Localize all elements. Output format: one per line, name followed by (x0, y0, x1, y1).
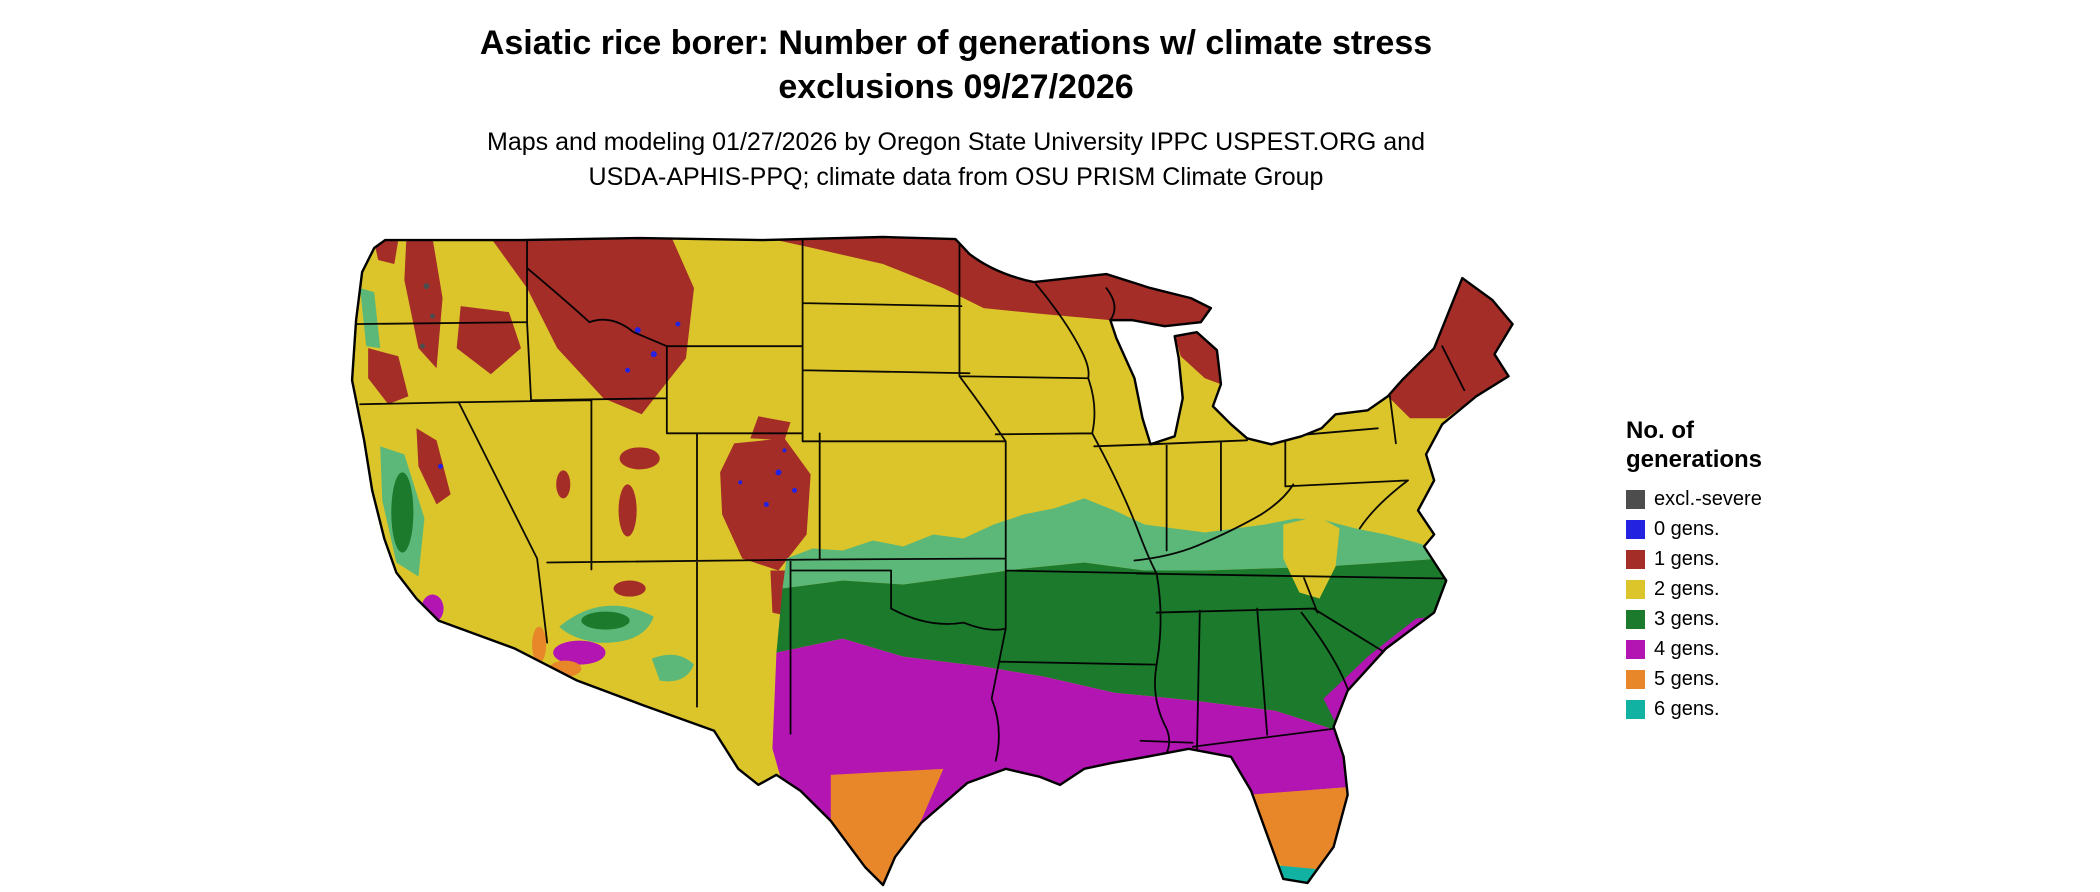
legend-label: 5 gens. (1654, 667, 1720, 690)
legend-swatch-2-gens (1626, 579, 1645, 599)
region-5gens-colorado-river (532, 626, 547, 663)
region-2gens-appalachian-tongue (1283, 516, 1340, 599)
legend-item: 2 gens. (1626, 578, 1762, 601)
legend-label: 1 gens. (1654, 547, 1720, 570)
page-title-line2: exclusions 09/27/2026 (778, 67, 1134, 106)
region-0gens-specks (438, 321, 798, 507)
legend-item: 4 gens. (1626, 638, 1762, 661)
legend-label: 2 gens. (1654, 577, 1720, 600)
blue-speck (634, 327, 641, 334)
us-generations-map (350, 235, 1514, 890)
region-6gens-keys-2 (1291, 886, 1296, 890)
map-container (340, 228, 1588, 890)
legend-swatch-6-gens (1626, 699, 1645, 719)
region-4gens-atlantic-fringe (1323, 616, 1433, 723)
legend-item: 6 gens. (1626, 698, 1762, 721)
blue-speck (775, 469, 782, 476)
region-1gens-north-lakes (762, 237, 1221, 385)
legend-title-line2: generations (1626, 446, 1763, 474)
blue-speck (625, 367, 631, 373)
page-subtitle: Maps and modeling 01/27/2026 by Oregon S… (0, 125, 1912, 195)
region-3gens-south-band (776, 558, 1451, 731)
legend-swatch-4-gens (1626, 639, 1645, 659)
legend-title: No. of generations (1626, 416, 1762, 475)
legend-label: 3 gens. (1654, 607, 1720, 630)
region-6gens-keys-1 (1266, 884, 1272, 885)
legend-item: 1 gens. (1626, 548, 1762, 571)
blue-speck (738, 480, 743, 485)
region-1gens-west (368, 238, 694, 505)
legend: No. of generations excl.-severe 0 gens. … (1626, 416, 1762, 728)
page-subtitle-line1: Maps and modeling 01/27/2026 by Oregon S… (487, 128, 1425, 157)
region-5gens-central-florida (1247, 786, 1352, 883)
legend-item: 0 gens. (1626, 518, 1762, 541)
region-1gens-wasatch (618, 484, 637, 537)
legend-label: 4 gens. (1654, 637, 1720, 660)
region-4gens-south-arizona (553, 640, 606, 665)
legend-title-line1: No. of (1626, 417, 1694, 444)
legend-swatch-3-gens (1626, 609, 1645, 629)
legend-item: 3 gens. (1626, 608, 1762, 631)
header: Asiatic rice borer: Number of generation… (0, 22, 1912, 195)
region-1gens-basin-blobs (556, 447, 660, 597)
gray-speck (423, 283, 430, 290)
region-1gens-uintas (619, 447, 660, 470)
legend-swatch-excl-severe (1626, 489, 1645, 509)
region-3gens-arizona-rim (581, 611, 630, 630)
gray-speck (430, 313, 436, 319)
region-1gens-new-england (1387, 278, 1513, 419)
legend-item: excl.-severe (1626, 488, 1762, 511)
region-1gens-north-arizona (613, 580, 646, 597)
page-title: Asiatic rice borer: Number of generation… (0, 22, 1912, 109)
legend-swatch-0-gens (1626, 519, 1645, 539)
page-subtitle-line2: USDA-APHIS-PPQ; climate data from OSU PR… (588, 163, 1324, 192)
us-outline (350, 235, 1514, 887)
region-3gens-central-valley (391, 472, 414, 553)
gray-speck (419, 343, 425, 349)
blue-speck (792, 487, 798, 493)
state-borders (352, 237, 1466, 762)
legend-swatch-5-gens (1626, 669, 1645, 689)
region-4gens-socal-coast (421, 594, 444, 623)
legend-label: 6 gens. (1654, 697, 1720, 720)
legend-item: 5 gens. (1626, 668, 1762, 691)
blue-speck (650, 351, 657, 358)
region-5gens-south-texas (830, 768, 944, 885)
page-title-line1: Asiatic rice borer: Number of generation… (479, 24, 1433, 62)
blue-speck (438, 463, 444, 469)
region-excl-severe-specks (419, 283, 436, 349)
legend-label: 0 gens. (1654, 517, 1720, 540)
blue-speck (782, 448, 787, 453)
blue-speck (763, 501, 769, 507)
legend-swatch-1-gens (1626, 549, 1645, 569)
region-1gens-nevada (556, 470, 571, 499)
legend-label: excl.-severe (1654, 487, 1762, 510)
region-1gens-rockies (720, 416, 811, 617)
blue-speck (675, 321, 681, 327)
